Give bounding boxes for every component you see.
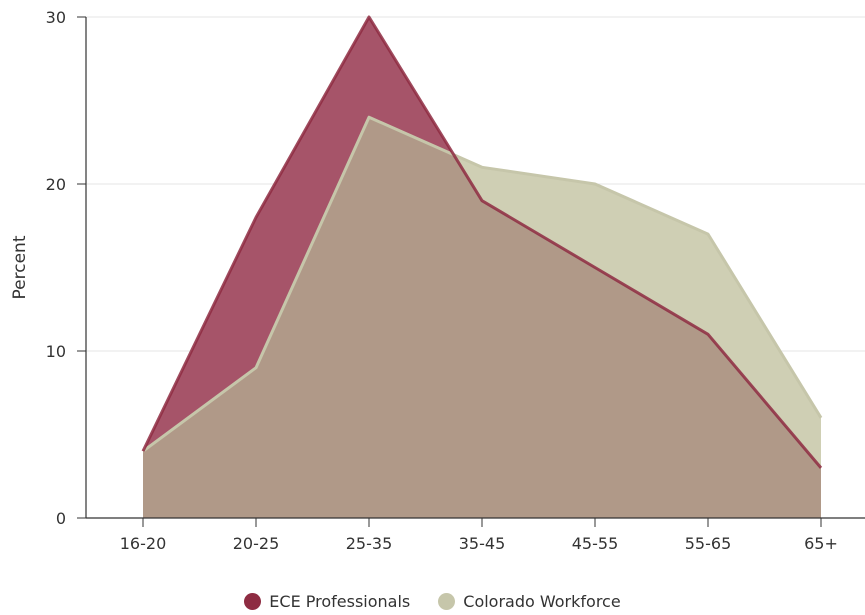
legend-swatch-ece [244, 593, 262, 610]
legend: ECE Professionals Colorado Workforce [0, 592, 865, 611]
line-ece-professionals [141, 15, 823, 469]
y-tick-label-10: 10 [46, 342, 66, 361]
x-tick-label-55-65: 55-65 [685, 534, 732, 553]
y-axis-title: Percent [10, 235, 30, 299]
legend-item-ece[interactable]: ECE Professionals [244, 592, 410, 611]
legend-label-ece: ECE Professionals [269, 592, 411, 611]
x-tick-label-35-45: 35-45 [459, 534, 506, 553]
x-tick-label-20-25: 20-25 [233, 534, 280, 553]
y-tick-labels: 0 10 20 30 [46, 8, 66, 528]
legend-item-colorado[interactable]: Colorado Workforce [438, 592, 621, 611]
x-tick-label-16-20: 16-20 [120, 534, 167, 553]
y-tick-label-20: 20 [46, 175, 66, 194]
x-tick-label-45-55: 45-55 [572, 534, 619, 553]
legend-swatch-colorado [438, 593, 456, 610]
x-tick-labels: 16-20 20-25 25-35 35-45 45-55 55-65 65+ [120, 534, 838, 553]
x-tick-label-65+: 65+ [804, 534, 838, 553]
y-tick-label-30: 30 [46, 8, 66, 27]
line-colorado-workforce [142, 115, 823, 453]
series-areas [141, 15, 823, 518]
legend-label-colorado: Colorado Workforce [463, 592, 621, 611]
x-tick-label-25-35: 25-35 [346, 534, 393, 553]
axes [77, 16, 865, 527]
area-chart: 0 10 20 30 16-20 20-25 25-35 35-45 45-55 55-65 65… [10, 8, 865, 553]
y-tick-label-0: 0 [56, 509, 66, 528]
